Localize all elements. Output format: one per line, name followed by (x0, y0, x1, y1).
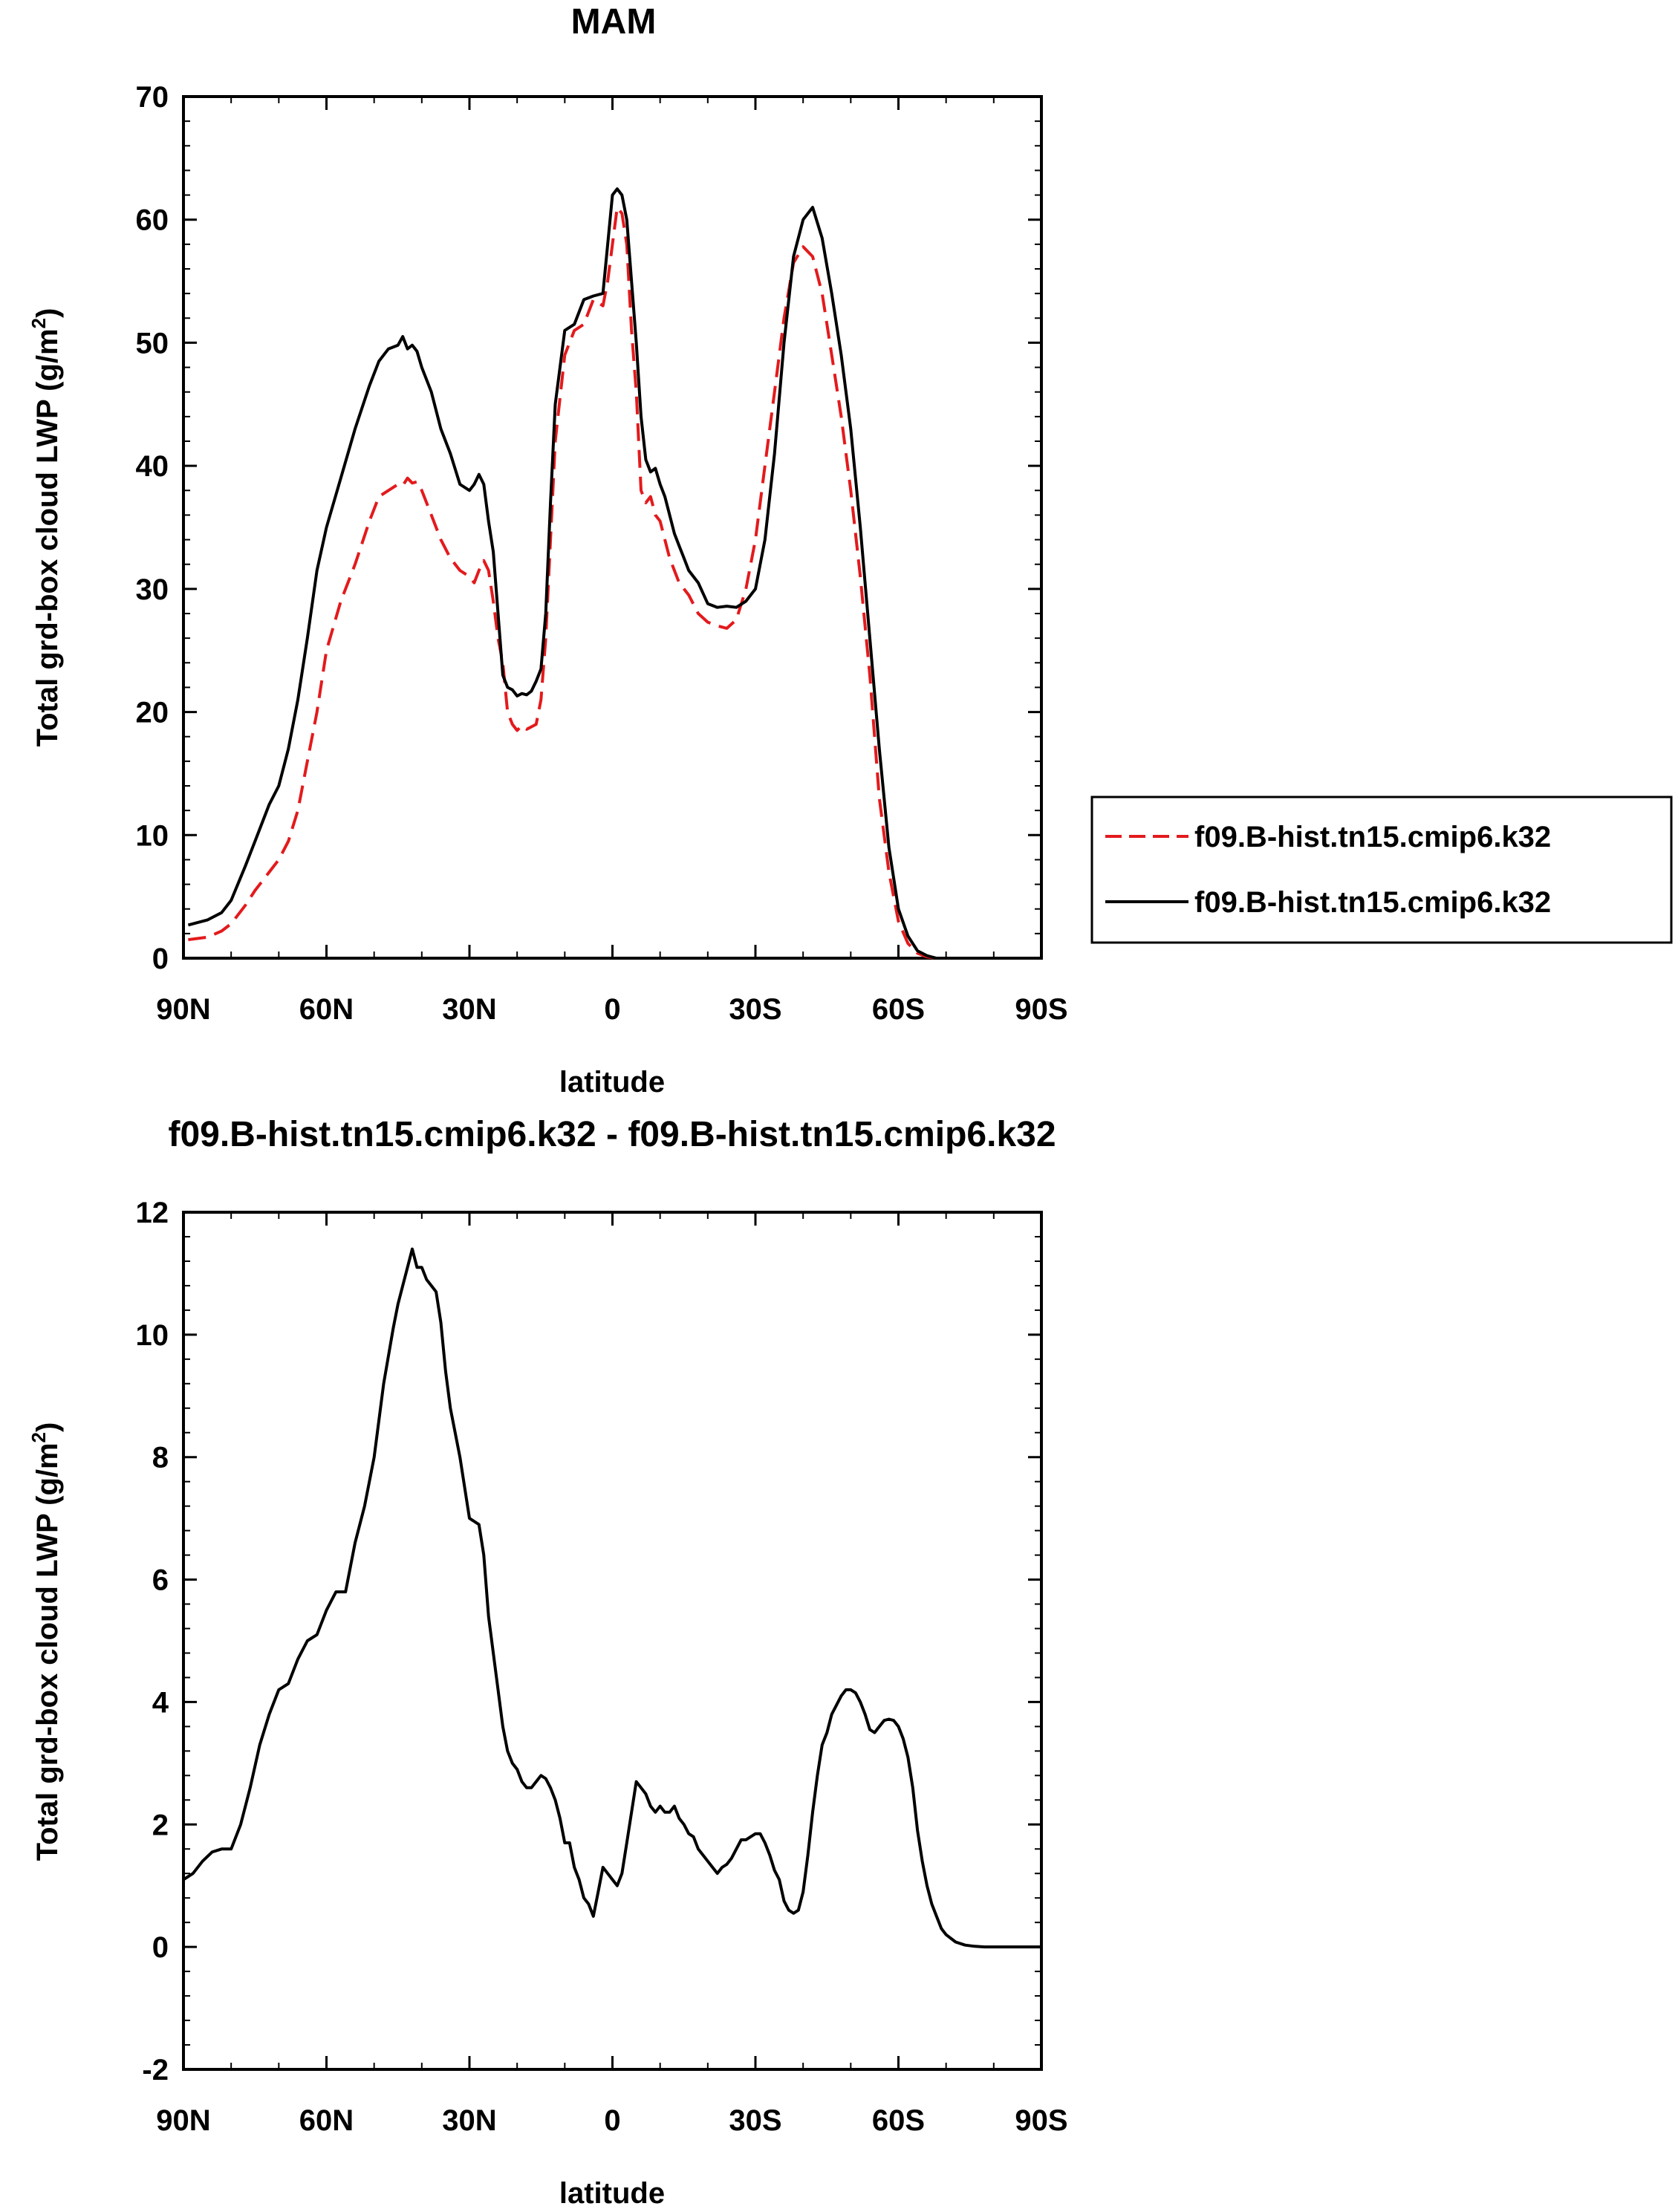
bottom-x-axis-title: latitude (559, 2177, 665, 2210)
bottom-x-tick-label: 60S (872, 2104, 925, 2137)
bottom-y-axis-title: Total grd-box cloud LWP (g/m2) (27, 1422, 64, 1861)
top-y-tick-label: 70 (136, 81, 169, 114)
top-y-tick-label: 50 (136, 327, 169, 360)
bottom-y-axis-title-sup: 2 (27, 1432, 50, 1442)
bottom-x-tick-label: 60N (299, 2104, 354, 2137)
top-x-tick-label: 30S (729, 993, 781, 1026)
bottom-y-axis-title-end: ) (31, 1422, 64, 1432)
top-y-tick-label: 40 (136, 450, 169, 483)
bottom-x-tick-label: 30N (442, 2104, 496, 2137)
top-y-tick-label: 60 (136, 204, 169, 237)
bottom-series-line-1 (182, 1247, 1041, 1949)
bottom-plot-title: f09.B-hist.tn15.cmip6.k32 - f09.B-hist.t… (168, 1115, 1056, 1154)
top-plot-frame (182, 95, 1043, 960)
top-x-axis-title: latitude (559, 1066, 665, 1099)
bottom-y-tick-label: 2 (152, 1809, 169, 1841)
top-y-axis-title-sup: 2 (27, 318, 50, 328)
bottom-plot-panel: f09.B-hist.tn15.cmip6.k32 - f09.B-hist.t… (27, 1115, 1068, 2210)
top-y-tick-label: 10 (136, 819, 169, 852)
top-plot-panel: MAM 90N 60N 30N 0 30S 60S 90S 0 10 20 30 40 50 60 70 l… (27, 2, 1673, 1099)
top-x-tick-label: 0 (604, 993, 620, 1026)
top-x-tick-label: 30N (442, 993, 496, 1026)
bottom-plot-frame (182, 1211, 1043, 2071)
bottom-y-axis-title-main: Total grd-box cloud LWP (g/m (31, 1442, 64, 1861)
top-x-tick-label: 60S (872, 993, 925, 1026)
bottom-y-tick-label: 0 (152, 1931, 169, 1964)
bottom-y-tick-label: -2 (142, 2054, 169, 2086)
legend-label-series-1: f09.B-hist.tn15.cmip6.k32 (1194, 821, 1551, 853)
bottom-y-tick-label: 6 (152, 1564, 169, 1597)
bottom-y-tick-label: 12 (136, 1197, 169, 1229)
top-y-axis-title-end: ) (31, 308, 64, 318)
top-series-line-1 (188, 206, 1037, 960)
bottom-x-tick-label: 90N (156, 2104, 210, 2137)
top-y-tick-label: 0 (152, 943, 169, 975)
bottom-y-tick-label: 4 (152, 1686, 169, 1719)
top-series-line-2 (187, 187, 1037, 960)
bottom-x-tick-label: 90S (1015, 2104, 1067, 2137)
top-plot-title: MAM (571, 2, 657, 42)
top-x-tick-label: 90N (156, 993, 210, 1026)
top-x-tick-label: 90S (1015, 993, 1067, 1026)
top-y-tick-label: 20 (136, 697, 169, 729)
bottom-y-tick-label: 10 (136, 1319, 169, 1352)
bottom-y-tick-label: 8 (152, 1442, 169, 1474)
bottom-x-tick-label: 0 (604, 2104, 620, 2137)
bottom-x-tick-label: 30S (729, 2104, 781, 2137)
legend-box (1090, 796, 1673, 944)
top-y-axis-title: Total grd-box cloud LWP (g/m2) (27, 308, 64, 747)
top-y-tick-label: 30 (136, 573, 169, 606)
top-plot-legend: f09.B-hist.tn15.cmip6.k32 f09.B-hist.tn1… (1090, 796, 1673, 944)
top-x-tick-label: 60N (299, 993, 354, 1026)
top-y-axis-title-main: Total grd-box cloud LWP (g/m (31, 328, 64, 746)
legend-label-series-2: f09.B-hist.tn15.cmip6.k32 (1194, 886, 1551, 919)
